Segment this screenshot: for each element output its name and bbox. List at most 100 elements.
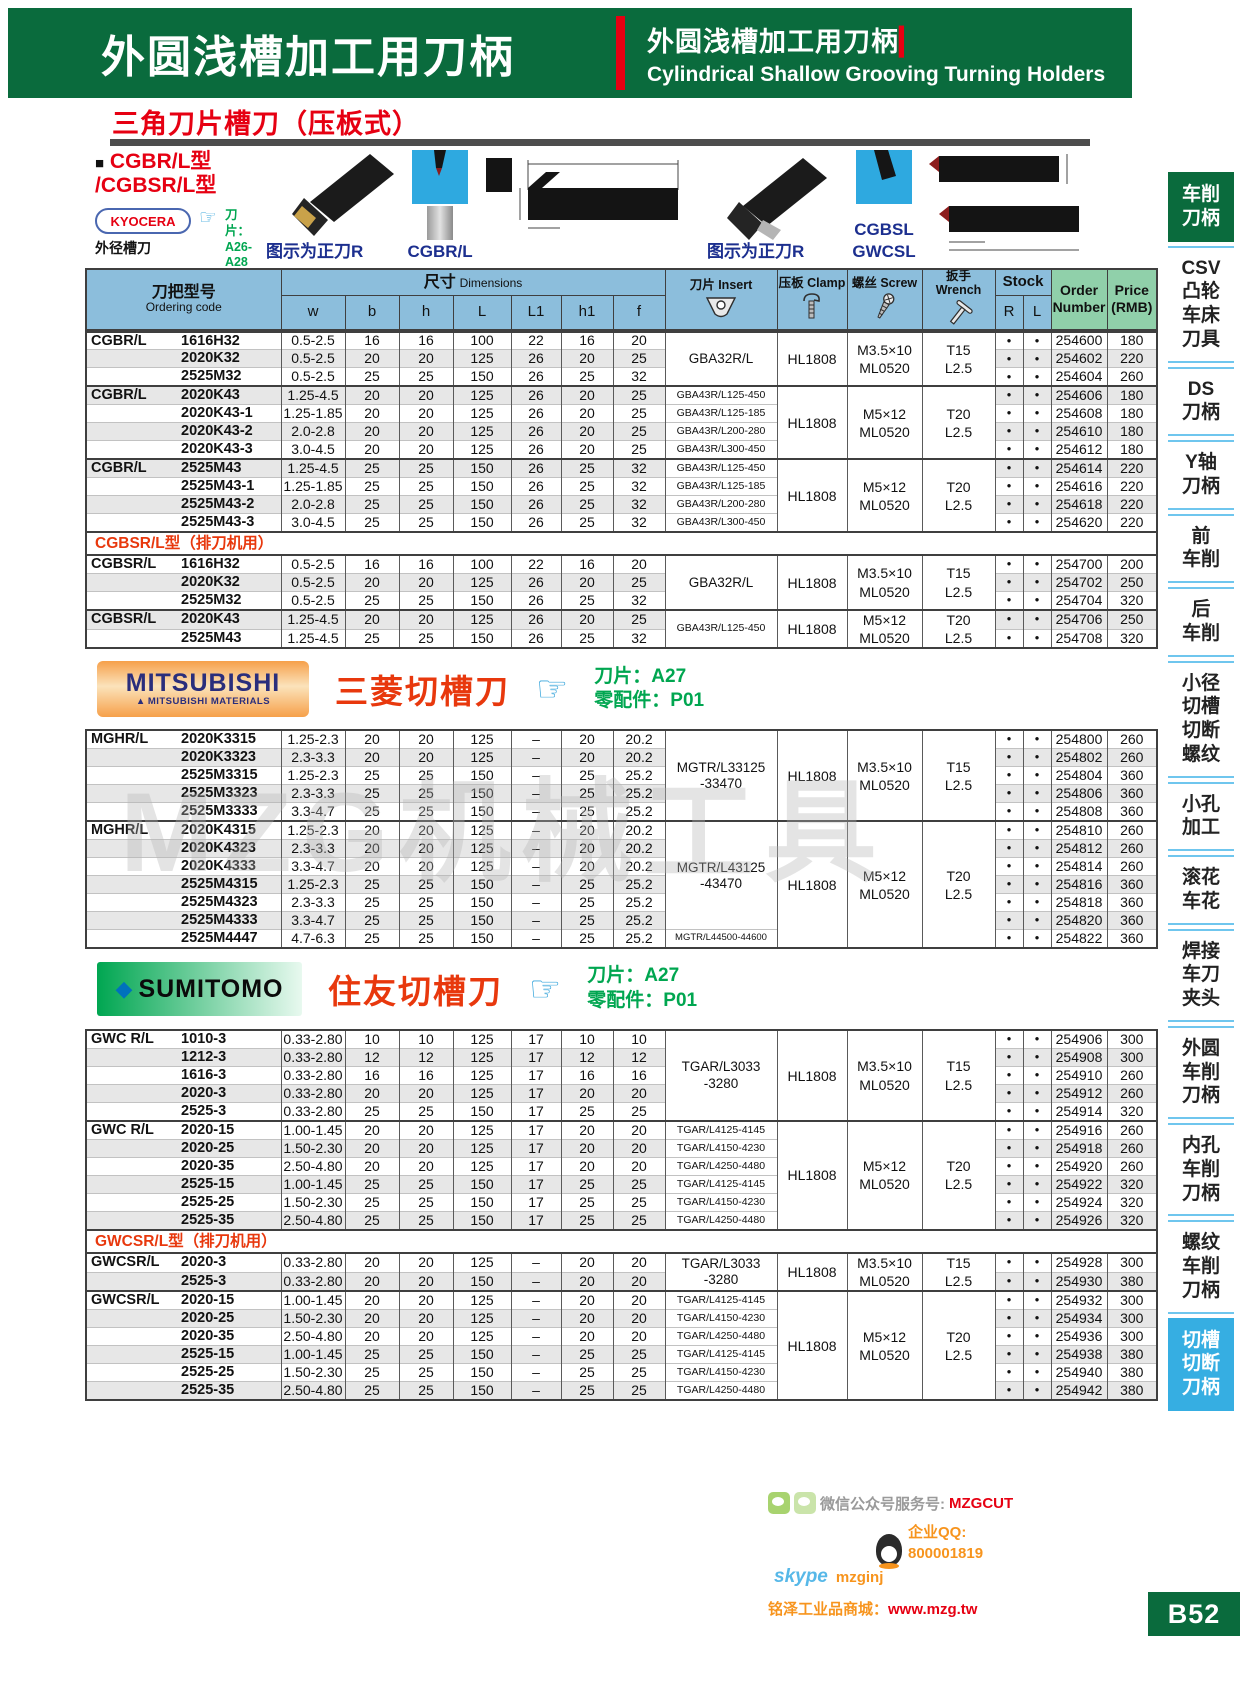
price: 220: [1107, 458, 1158, 478]
col-price: Price (RMB): [1106, 268, 1158, 330]
dimension-value: 1.25-2.3: [281, 766, 346, 785]
sidebar-item[interactable]: 小径 切槽 切断 螺纹: [1168, 660, 1234, 778]
insert-model: TGAR/L3033 -3280: [665, 1251, 778, 1292]
dimension-value: 20: [399, 422, 454, 441]
price: 320: [1107, 1192, 1158, 1212]
mall-url[interactable]: www.mzg.tw: [888, 1601, 978, 1618]
ordering-code-cell: 2525-25: [86, 1192, 282, 1212]
dimension-value: 20: [399, 404, 454, 423]
stock-l-dot: ●: [1023, 1066, 1052, 1085]
stock-r-dot: ●: [995, 440, 1024, 460]
dimension-value: 20: [399, 1138, 454, 1158]
order-number: 254820: [1051, 911, 1108, 930]
stock-l-dot: ●: [1023, 1345, 1052, 1364]
dimension-value: 125: [453, 1290, 512, 1310]
order-number: 254906: [1051, 1029, 1108, 1049]
dimension-value: 1.25-4.5: [281, 628, 346, 649]
dimension-value: 150: [453, 1381, 512, 1401]
ordering-code-cell: 2525M43-3: [86, 513, 282, 533]
price: 220: [1107, 513, 1158, 533]
dimension-value: 25: [561, 1192, 614, 1212]
model-name-1: CGBR/L型: [109, 150, 212, 173]
sidebar-item[interactable]: 焊接 车刀 夹头: [1168, 928, 1234, 1022]
stock-l-dot: ●: [1023, 1156, 1052, 1176]
stock-l-dot: ●: [1023, 1210, 1052, 1230]
ordering-prefix: CGBR/L: [91, 460, 147, 477]
sidebar-item[interactable]: 滚花 车花: [1168, 855, 1234, 925]
sidebar-item[interactable]: DS 刀柄: [1168, 366, 1234, 436]
sidebar-item[interactable]: Y轴 刀柄: [1168, 440, 1234, 510]
dimension-value: 1.50-2.30: [281, 1363, 346, 1382]
dimension-value: 20: [561, 1327, 614, 1346]
dimension-value: 25: [345, 628, 400, 649]
stock-r-dot: ●: [995, 349, 1024, 368]
order-number: 254912: [1051, 1084, 1108, 1103]
dimension-value: 125: [453, 748, 512, 767]
order-number: 254708: [1051, 628, 1108, 649]
dimension-value: 32: [613, 495, 666, 514]
dimension-value: 20: [399, 609, 454, 630]
dimension-value: 20: [399, 1251, 454, 1273]
dimension-value: 0.5-2.5: [281, 573, 346, 592]
ordering-code: 1616H32: [181, 556, 240, 573]
dimension-value: –: [511, 857, 562, 876]
dimension-value: 2.3-3.3: [281, 893, 346, 912]
dimension-value: 25: [345, 766, 400, 785]
dimension-value: 20.2: [613, 748, 666, 767]
dimension-value: 32: [613, 628, 666, 649]
insert-model: TGAR/L4125-4145: [665, 1290, 778, 1310]
dimension-value: 25: [561, 367, 614, 387]
price: 380: [1107, 1363, 1158, 1382]
sidebar-item[interactable]: 小孔 加工: [1168, 781, 1234, 851]
dimension-value: 16: [399, 1066, 454, 1085]
dimension-value: 32: [613, 477, 666, 496]
sidebar-item[interactable]: 切槽 切断 刀柄: [1168, 1317, 1234, 1411]
dimension-value: 25: [613, 1174, 666, 1194]
dimension-value: –: [511, 820, 562, 840]
dimension-value: 25: [345, 802, 400, 822]
ordering-code-cell: CGBR/L 1616H32: [86, 330, 282, 350]
dimension-value: 125: [453, 1309, 512, 1328]
dimension-value: 25: [613, 1210, 666, 1230]
table-subheader: GWCSR/L型（排刀机用）: [86, 1228, 1158, 1254]
dimension-value: 0.33-2.80: [281, 1048, 346, 1067]
sidebar-item[interactable]: 车削 刀柄: [1168, 172, 1234, 242]
table-row: 2525M43 1.25-4.5 25 25 150 26 25 32 ● ● 254708 320: [86, 628, 1158, 649]
tool-photo-cgbsl: CGBSL GWCSL: [852, 150, 916, 262]
pointing-hand-icon: ☞: [199, 207, 217, 230]
stock-r-dot: ●: [995, 1327, 1024, 1346]
dimension-value: –: [511, 1309, 562, 1328]
table-subheader: CGBSR/L型（排刀机用）: [86, 531, 1158, 557]
price: 260: [1107, 839, 1158, 858]
price: 260: [1107, 1156, 1158, 1176]
dimension-value: 26: [511, 591, 562, 611]
clamp-model: HL1808: [777, 554, 848, 611]
sidebar-item[interactable]: 螺纹 车削 刀柄: [1168, 1220, 1234, 1314]
sidebar-item[interactable]: CSV 凸轮 车床 刀具: [1168, 245, 1234, 363]
col-b: b: [344, 295, 400, 330]
table-row: MGHR/L 2020K4315 1.25-2.3 20 20 125–20 20.2 MGT…: [86, 820, 1158, 949]
dimension-value: 0.5-2.5: [281, 554, 346, 574]
dimension-value: 20: [345, 839, 400, 858]
dimension-value: 20: [561, 857, 614, 876]
sidebar-item[interactable]: 内孔 车削 刀柄: [1168, 1123, 1234, 1217]
stock-r-dot: ●: [995, 1210, 1024, 1230]
dimension-value: 20: [613, 1138, 666, 1158]
dimension-value: 150: [453, 766, 512, 785]
dimension-value: 20: [613, 330, 666, 350]
dimension-value: 3.3-4.7: [281, 857, 346, 876]
dimension-value: 25: [399, 513, 454, 533]
mitsubishi-mark-icon: ▲: [135, 696, 146, 708]
dimension-value: 20: [399, 1156, 454, 1176]
sidebar-item[interactable]: 前 车削: [1168, 513, 1234, 583]
mall-label: 铭泽工业品商城：: [768, 1601, 889, 1618]
photo-caption: 图示为正刀R: [266, 242, 364, 261]
sidebar-item[interactable]: 后 车削: [1168, 587, 1234, 657]
price: 320: [1107, 1174, 1158, 1194]
dimension-value: 20: [561, 1138, 614, 1158]
insert-model: TGAR/L4125-4145: [665, 1174, 778, 1194]
screw-model: M3.5×10 ML0520: [847, 330, 923, 387]
dimension-value: 125: [453, 857, 512, 876]
sidebar-item[interactable]: 外圆 车削 刀柄: [1168, 1025, 1234, 1119]
order-number: 254614: [1051, 458, 1108, 478]
